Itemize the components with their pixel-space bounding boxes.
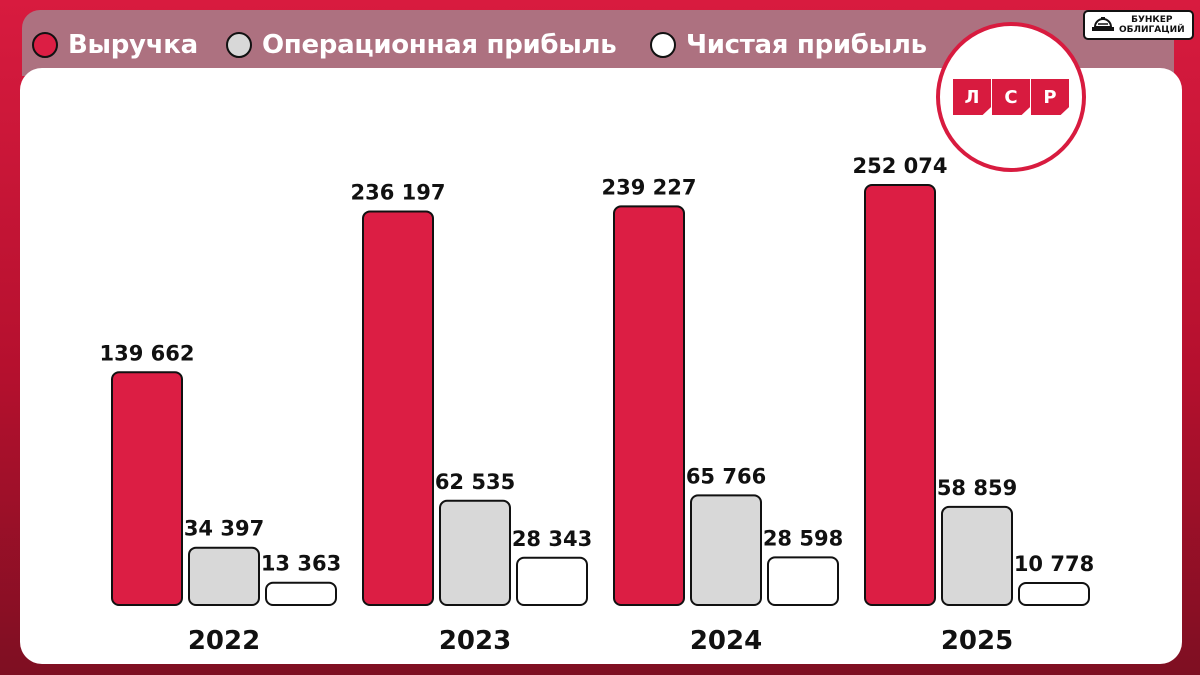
logo-tile-l: Л	[953, 79, 991, 115]
bar-value-net-profit-2025: 10 778	[1014, 552, 1094, 576]
bar-value-revenue-2023: 236 197	[351, 180, 446, 204]
bar-revenue-2024	[613, 205, 685, 606]
bar-operating-profit-2025	[941, 505, 1013, 606]
x-tick-label-2022: 2022	[188, 626, 260, 656]
legend-label-operating-profit: Операционная прибыль	[262, 30, 617, 60]
bar-value-operating-profit-2022: 34 397	[184, 517, 264, 541]
legend-item-revenue: Выручка	[32, 30, 198, 60]
bar-value-operating-profit-2024: 65 766	[686, 464, 766, 488]
bar-value-operating-profit-2023: 62 535	[435, 470, 515, 494]
bunker-icon	[1092, 17, 1114, 31]
badge-text: БУНКЕР ОБЛИГАЦИЙ	[1119, 15, 1185, 35]
legend-swatch-net-profit	[650, 32, 676, 58]
bar-net-profit-2023	[516, 556, 588, 606]
x-tick-label-2025: 2025	[941, 626, 1013, 656]
legend-item-net-profit: Чистая прибыль	[650, 30, 927, 60]
legend-item-operating-profit: Операционная прибыль	[226, 30, 617, 60]
bar-net-profit-2022	[265, 581, 337, 606]
bar-value-operating-profit-2025: 58 859	[937, 476, 1017, 500]
x-tick-label-2024: 2024	[690, 626, 762, 656]
bar-revenue-2023	[362, 210, 434, 607]
x-tick-label-2023: 2023	[439, 626, 511, 656]
bar-value-net-profit-2022: 13 363	[261, 552, 341, 576]
badge-line2: ОБЛИГАЦИЙ	[1119, 25, 1185, 35]
bar-revenue-2025	[864, 184, 936, 606]
logo-tile-s: С	[992, 79, 1030, 115]
legend-swatch-operating-profit	[226, 32, 252, 58]
badge-line1: БУНКЕР	[1131, 15, 1173, 25]
bar-operating-profit-2024	[690, 494, 762, 606]
logo-letter-l: Л	[964, 86, 980, 108]
logo-letter-r: Р	[1043, 86, 1057, 108]
bar-revenue-2022	[111, 371, 183, 606]
bar-operating-profit-2023	[439, 499, 511, 607]
legend-swatch-revenue	[32, 32, 58, 58]
bar-net-profit-2024	[767, 556, 839, 606]
bar-net-profit-2025	[1018, 582, 1090, 606]
bar-value-net-profit-2024: 28 598	[763, 526, 843, 550]
lsr-logo: Л С Р	[936, 22, 1086, 172]
legend-label-net-profit: Чистая прибыль	[686, 30, 927, 60]
bunker-badge: БУНКЕР ОБЛИГАЦИЙ	[1083, 10, 1194, 40]
logo-letter-s: С	[1004, 86, 1018, 108]
legend-label-revenue: Выручка	[68, 30, 198, 60]
bar-value-net-profit-2023: 28 343	[512, 527, 592, 551]
bar-value-revenue-2024: 239 227	[602, 175, 697, 199]
bar-value-revenue-2025: 252 074	[853, 154, 948, 178]
bar-operating-profit-2022	[188, 546, 260, 606]
bar-value-revenue-2022: 139 662	[100, 341, 195, 365]
logo-tile-r: Р	[1031, 79, 1069, 115]
